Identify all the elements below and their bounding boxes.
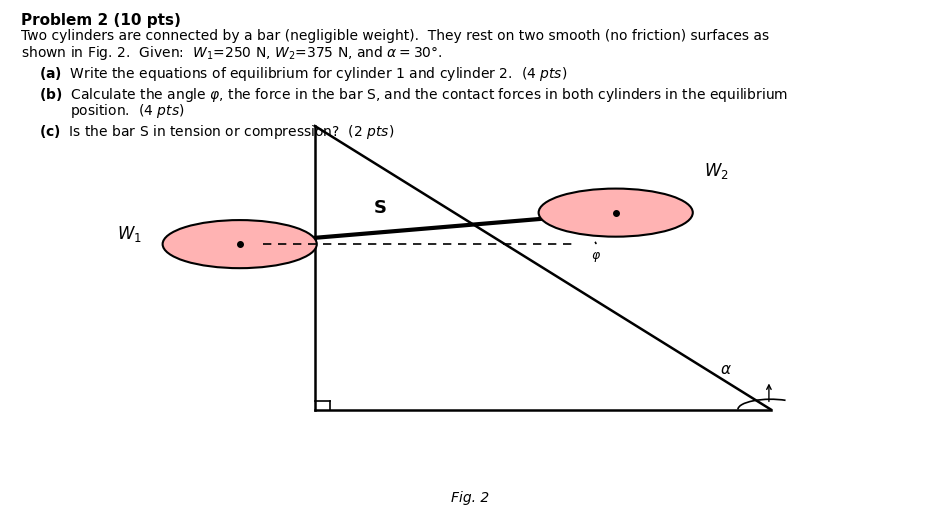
- Text: Problem 2 (10 pts): Problem 2 (10 pts): [21, 13, 180, 28]
- Ellipse shape: [163, 220, 317, 268]
- Text: $\mathbf{(a)}$  Write the equations of equilibrium for cylinder 1 and cylinder 2: $\mathbf{(a)}$ Write the equations of eq…: [39, 65, 568, 83]
- Text: $\alpha$: $\alpha$: [720, 362, 731, 377]
- Text: $\varphi$: $\varphi$: [591, 250, 602, 265]
- Text: $W_2$: $W_2$: [704, 161, 728, 181]
- Text: position.  (4 $\mathit{pts}$): position. (4 $\mathit{pts}$): [70, 102, 185, 120]
- Text: shown in Fig. 2.  Given:  $W_1$=250 N, $W_2$=375 N, and $\alpha = 30°$.: shown in Fig. 2. Given: $W_1$=250 N, $W_…: [21, 44, 442, 62]
- Text: Fig. 2: Fig. 2: [451, 491, 489, 505]
- Text: S: S: [374, 200, 387, 217]
- Text: $\mathbf{(c)}$  Is the bar S in tension or compression?  (2 $\mathit{pts}$): $\mathbf{(c)}$ Is the bar S in tension o…: [39, 123, 395, 141]
- Text: $\mathbf{(b)}$  Calculate the angle $\varphi$, the force in the bar S, and the c: $\mathbf{(b)}$ Calculate the angle $\var…: [39, 86, 789, 104]
- Ellipse shape: [539, 188, 693, 237]
- Text: $W_1$: $W_1$: [118, 224, 142, 244]
- Text: Two cylinders are connected by a bar (negligible weight).  They rest on two smoo: Two cylinders are connected by a bar (ne…: [21, 29, 769, 43]
